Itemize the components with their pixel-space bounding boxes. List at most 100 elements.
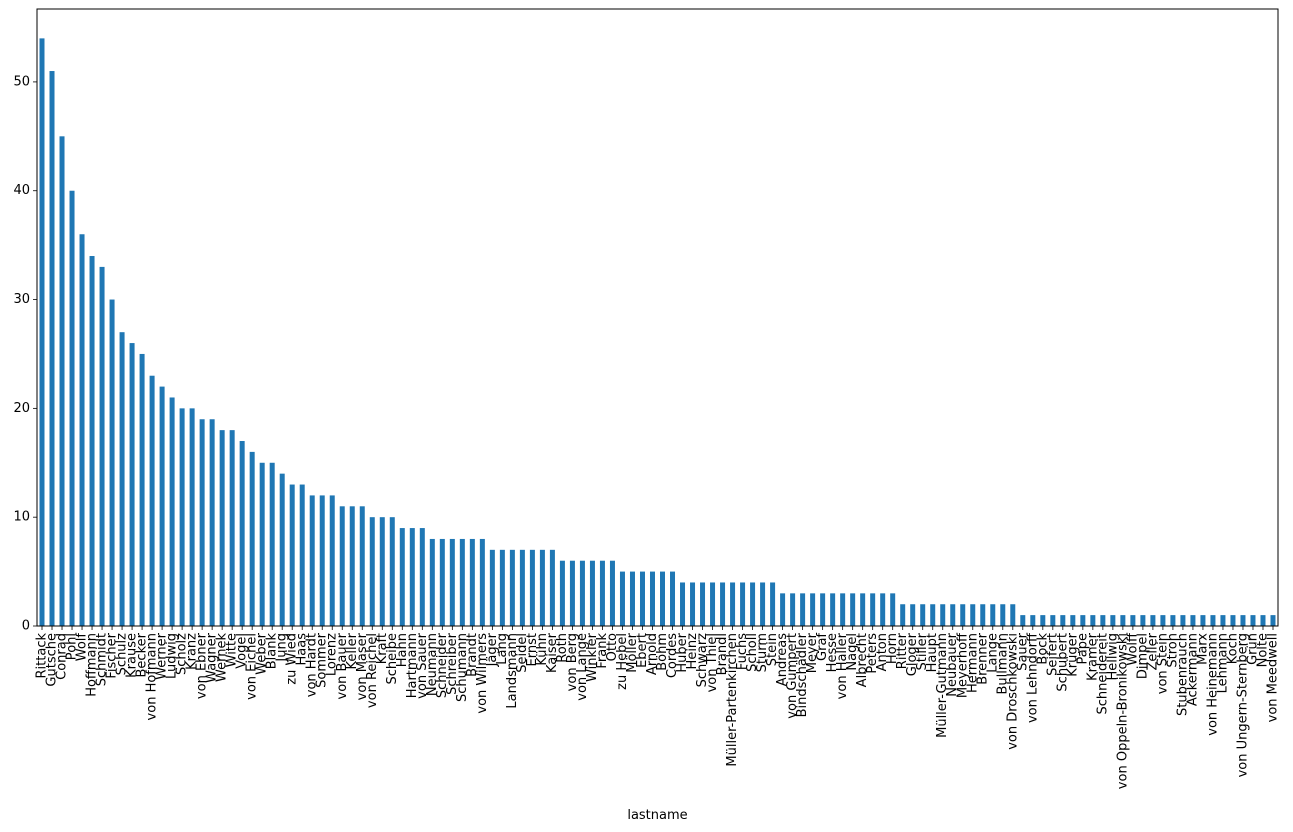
- x-tick-label: von Bauer: [335, 632, 350, 699]
- bar: [429, 538, 435, 626]
- x-tick-label: zu Wied: [285, 633, 300, 685]
- bar: [159, 386, 165, 626]
- bar: [319, 495, 325, 626]
- x-tick-label: von Hofmann: [145, 633, 160, 720]
- y-tick-label: 0: [22, 619, 30, 634]
- x-tick-label: Andreas: [775, 633, 790, 686]
- y-tick-label: 40: [13, 183, 30, 198]
- bar: [960, 604, 966, 626]
- x-tick-label: von Lehndorff: [1025, 632, 1040, 723]
- x-tick-label: Cordes: [665, 633, 680, 678]
- bars-group: [39, 38, 1276, 627]
- x-tick-label: Möller: [625, 632, 640, 672]
- x-tick-label: zu Hebel: [615, 633, 630, 690]
- x-tick-label: Sturm: [755, 633, 770, 672]
- x-tick-label: Krause: [125, 633, 140, 678]
- bar: [79, 234, 85, 626]
- bar: [740, 582, 746, 626]
- bar: [820, 593, 826, 626]
- x-tick-label: von Stein: [1155, 633, 1170, 694]
- x-tick-label: Nolte: [1255, 633, 1270, 667]
- bar: [189, 408, 195, 626]
- x-tick-label: von Sauer: [415, 632, 430, 698]
- bar: [1240, 615, 1246, 626]
- x-tick-label: Fuchs: [735, 633, 750, 670]
- x-tick-label: Scholz: [175, 633, 190, 675]
- bar: [750, 582, 756, 626]
- x-tick-label: Jung: [275, 633, 290, 663]
- x-tick-label: Huber: [675, 632, 690, 672]
- bar: [1100, 615, 1106, 626]
- bar: [199, 419, 205, 626]
- x-tick-label: Seidel: [515, 633, 530, 673]
- bar: [790, 593, 796, 626]
- bar: [1270, 615, 1276, 626]
- bar: [299, 484, 305, 626]
- bar: [449, 538, 455, 626]
- bar: [639, 571, 645, 626]
- bar: [119, 332, 125, 626]
- bar: [649, 571, 655, 626]
- bar: [389, 517, 395, 626]
- bar: [589, 560, 595, 626]
- x-tick-label: von Oppeln-Bronikowski: [1115, 633, 1130, 789]
- bar: [680, 582, 686, 626]
- bar: [980, 604, 986, 626]
- bar: [309, 495, 315, 626]
- bar: [539, 549, 545, 626]
- x-tick-label: Ebert: [635, 633, 650, 668]
- bar: [1230, 615, 1236, 626]
- bar: [169, 397, 175, 626]
- x-tick-label: Grün: [1245, 633, 1260, 665]
- x-tick-label: Kranz: [185, 633, 200, 670]
- bar: [259, 462, 265, 626]
- bar: [609, 560, 615, 626]
- x-tick-label: Wolf: [75, 633, 90, 662]
- x-tick-label: Müller-Partenkirchen: [725, 633, 740, 767]
- x-tick-label: Werner: [155, 632, 170, 679]
- bar: [1050, 615, 1056, 626]
- x-tick-label: von Hardt: [305, 633, 320, 697]
- x-tick-label: Neumann: [425, 633, 440, 696]
- x-tick-label: Ernst: [525, 633, 540, 666]
- x-tick-label: Scholl: [745, 633, 760, 672]
- bar: [289, 484, 295, 626]
- bar: [279, 473, 285, 626]
- x-tick-label: Landsmann: [505, 633, 520, 709]
- bar: [1140, 615, 1146, 626]
- x-tick-label: Schneider: [435, 632, 450, 698]
- x-tick-label: von Eichel: [245, 633, 260, 700]
- bar: [690, 582, 696, 626]
- bar: [670, 571, 676, 626]
- bar: [780, 593, 786, 626]
- bar: [489, 549, 495, 626]
- bar: [800, 593, 806, 626]
- bar: [860, 593, 866, 626]
- bar: [930, 604, 936, 626]
- bar: [209, 419, 215, 626]
- x-tick-label: Gutsche: [45, 633, 60, 687]
- bar: [409, 528, 415, 626]
- bar: [239, 441, 245, 626]
- bar: [149, 375, 155, 626]
- bar: [559, 560, 565, 626]
- x-tick-label: von Lange: [575, 633, 590, 701]
- x-tick-label: von Gumpert: [785, 633, 800, 719]
- bar: [619, 571, 625, 626]
- bar: [1110, 615, 1116, 626]
- x-tick-label: Hahn: [395, 633, 410, 667]
- x-tick-label: Schreiber: [445, 632, 460, 695]
- bar: [950, 604, 956, 626]
- plot-frame: [36, 8, 1279, 627]
- bar: [1260, 615, 1266, 626]
- bar: [379, 517, 385, 626]
- bar: [339, 506, 345, 626]
- x-tick-label: Schubert: [1055, 633, 1070, 692]
- x-tick-label: Fischer: [105, 632, 120, 678]
- x-tick-label: von Reichel: [365, 633, 380, 708]
- bar: [900, 604, 906, 626]
- bar: [990, 604, 996, 626]
- bar: [1150, 615, 1156, 626]
- x-tick-label: Gloger: [905, 632, 920, 676]
- x-tick-label: Keller: [345, 632, 360, 669]
